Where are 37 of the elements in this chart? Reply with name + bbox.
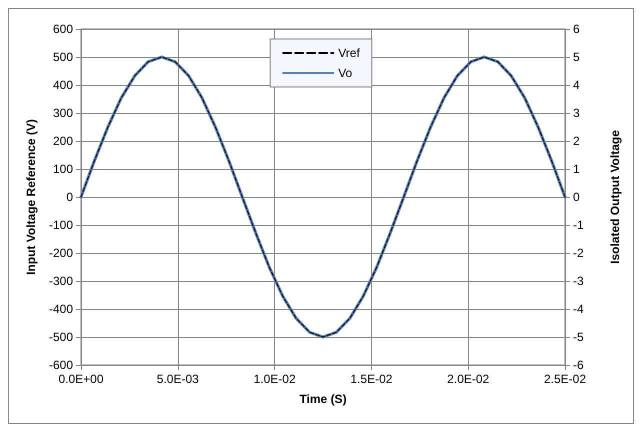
y2-tick-label: 2 (573, 134, 580, 148)
y-tick-label: -300 (48, 274, 74, 288)
x-tick-label: 5.0E-03 (156, 372, 200, 386)
y2-tick-label: -5 (573, 330, 584, 344)
legend-label: Vo (338, 66, 353, 80)
y-tick-label: 600 (52, 22, 74, 36)
y2-axis-title: Isolated Output Voltage (608, 130, 622, 264)
x-tick-label: 1.0E-02 (254, 372, 296, 386)
x-tick-label: 2.0E-02 (447, 372, 490, 386)
x-axis-title: Time (S) (299, 392, 347, 406)
y-tick-label: -600 (48, 358, 74, 372)
y2-tick-label: -3 (573, 274, 584, 288)
y2-tick-label: 0 (573, 190, 580, 204)
y2-tick-label: 6 (573, 22, 580, 36)
x-tick-label: 0.0E+00 (58, 372, 104, 386)
y-tick-label: 0 (66, 190, 74, 204)
y-tick-label: -500 (48, 330, 74, 344)
y2-tick-label: -6 (573, 358, 584, 372)
y2-tick-label: 5 (573, 50, 580, 64)
y2-tick-label: 3 (573, 106, 580, 120)
legend-label: Vref (338, 46, 360, 60)
y-tick-label: 300 (52, 106, 74, 120)
y2-tick-label: 1 (573, 162, 580, 176)
y-tick-label: 400 (52, 78, 74, 92)
y2-tick-label: -4 (573, 302, 584, 316)
y-axis-title: Input Voltage Reference (V) (24, 119, 38, 275)
y-tick-label: -400 (48, 302, 74, 316)
y2-tick-label: -1 (573, 218, 584, 232)
x-tick-label: 1.5E-02 (350, 372, 393, 386)
y-tick-label: 200 (52, 134, 74, 148)
y-tick-label: 100 (52, 162, 74, 176)
y2-tick-label: -2 (573, 246, 584, 260)
x-tick-label: 2.5E-02 (544, 372, 586, 386)
y2-tick-label: 4 (573, 78, 580, 92)
y-tick-label: -200 (48, 246, 74, 260)
y-tick-label: -100 (48, 218, 74, 232)
y-tick-label: 500 (52, 50, 74, 64)
